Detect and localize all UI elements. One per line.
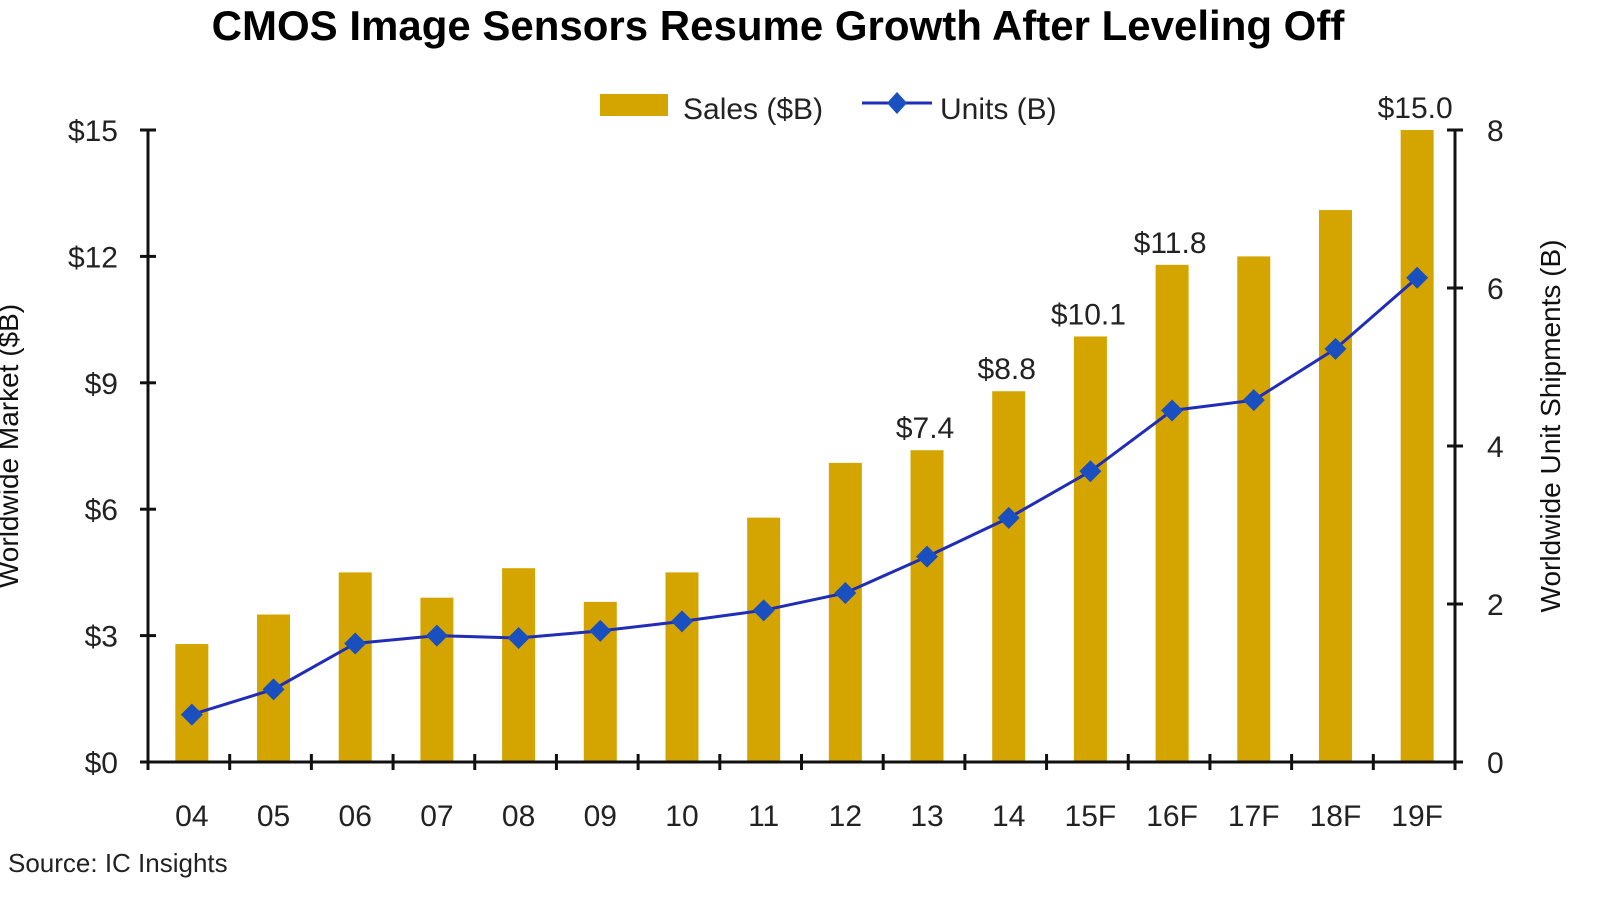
y-tick-label-left: $9: [85, 368, 118, 401]
x-tick-label-08: 08: [502, 800, 535, 833]
marker-units-05: [262, 678, 285, 701]
x-tick-label-19F: 19F: [1391, 800, 1443, 833]
y-tick-label-right: 8: [1487, 115, 1504, 148]
line-units: [191, 276, 1419, 717]
x-tick-label-15F: 15F: [1065, 800, 1117, 833]
bar-sales-13: [910, 450, 944, 762]
x-tick-label-05: 05: [257, 800, 290, 833]
bar-sales-14: [992, 391, 1026, 762]
x-tick-label-13: 13: [910, 800, 943, 833]
x-tick-label-11: 11: [748, 800, 779, 833]
marker-units-10: [670, 610, 693, 633]
axes: $0 $3 $6 $9 $12 $15 0 2 4 6 8 04 05 06 07 08 09 10 11 12 13 1…: [68, 115, 1504, 833]
x-tick-label-17F: 17F: [1228, 800, 1280, 833]
x-tick-label-16F: 16F: [1146, 800, 1198, 833]
x-tick-label-07: 07: [420, 800, 453, 833]
chart-title: CMOS Image Sensors Resume Growth After L…: [212, 2, 1346, 49]
marker-units-11: [752, 599, 775, 622]
y-tick-label-left: $3: [85, 621, 118, 654]
marker-units-08: [507, 626, 530, 649]
marker-units-09: [589, 619, 612, 642]
bar-sales-07: [420, 597, 454, 762]
bar-sales-17F: [1237, 256, 1271, 762]
legend-marker-units: [887, 92, 907, 114]
marker-units-17F: [1242, 389, 1265, 412]
y-axis-label-left: Worldwide Market ($B): [0, 304, 24, 588]
y-tick-label-left: $0: [85, 747, 118, 780]
x-tick-label-06: 06: [339, 800, 372, 833]
bar-sales-15F: [1073, 336, 1107, 762]
bar-sales-11: [747, 517, 781, 762]
line-series-units: [180, 266, 1429, 726]
source-note: Source: IC Insights: [8, 848, 228, 878]
marker-units-04: [180, 703, 203, 726]
y-tick-label-right: 0: [1487, 747, 1504, 780]
marker-units-19F: [1406, 266, 1429, 289]
marker-units-07: [425, 624, 448, 647]
legend-swatch-sales: [600, 94, 668, 116]
y-tick-label-right: 2: [1487, 589, 1504, 622]
bar-sales-16F: [1155, 264, 1189, 762]
data-label-15F: $10.1: [1051, 298, 1126, 331]
marker-units-18F: [1324, 337, 1347, 360]
x-tick-label-14: 14: [992, 800, 1025, 833]
bars-series-sales: [175, 130, 1434, 762]
bar-sales-04: [175, 644, 209, 762]
marker-units-14: [997, 506, 1020, 529]
marker-units-12: [834, 581, 857, 604]
data-label-16F: $11.8: [1134, 227, 1207, 260]
marker-units-15F: [1079, 460, 1102, 483]
data-label-14: $8.8: [978, 353, 1036, 386]
marker-units-16F: [1161, 399, 1184, 422]
data-label-13: $7.4: [896, 412, 954, 445]
bar-sales-10: [665, 572, 699, 762]
data-label-19F: $15.0: [1378, 92, 1453, 125]
y-tick-label-left: $15: [68, 115, 118, 148]
legend: Sales ($B) Units (B): [600, 92, 1057, 126]
legend-label-sales: Sales ($B): [683, 93, 823, 126]
y-tick-label-left: $6: [85, 494, 118, 527]
y-axis-label-right: Worldwide Unit Shipments (B): [1535, 240, 1566, 613]
x-tick-label-09: 09: [584, 800, 617, 833]
y-tick-label-right: 4: [1487, 431, 1504, 464]
marker-units-06: [344, 632, 367, 655]
bar-sales-18F: [1318, 210, 1352, 762]
y-tick-label-right: 6: [1487, 273, 1504, 306]
bar-sales-06: [338, 572, 372, 762]
x-tick-label-12: 12: [829, 800, 862, 833]
x-tick-label-10: 10: [665, 800, 698, 833]
y-tick-label-left: $12: [68, 241, 118, 274]
x-tick-label-04: 04: [175, 800, 208, 833]
x-tick-label-18F: 18F: [1310, 800, 1362, 833]
marker-units-13: [916, 545, 939, 568]
legend-label-units: Units (B): [940, 93, 1057, 126]
bar-sales-12: [828, 462, 862, 762]
data-labels: $7.4 $8.8 $10.1 $11.8 $15.0: [896, 92, 1453, 445]
bar-sales-19F: [1400, 130, 1434, 762]
bar-sales-08: [502, 568, 536, 762]
